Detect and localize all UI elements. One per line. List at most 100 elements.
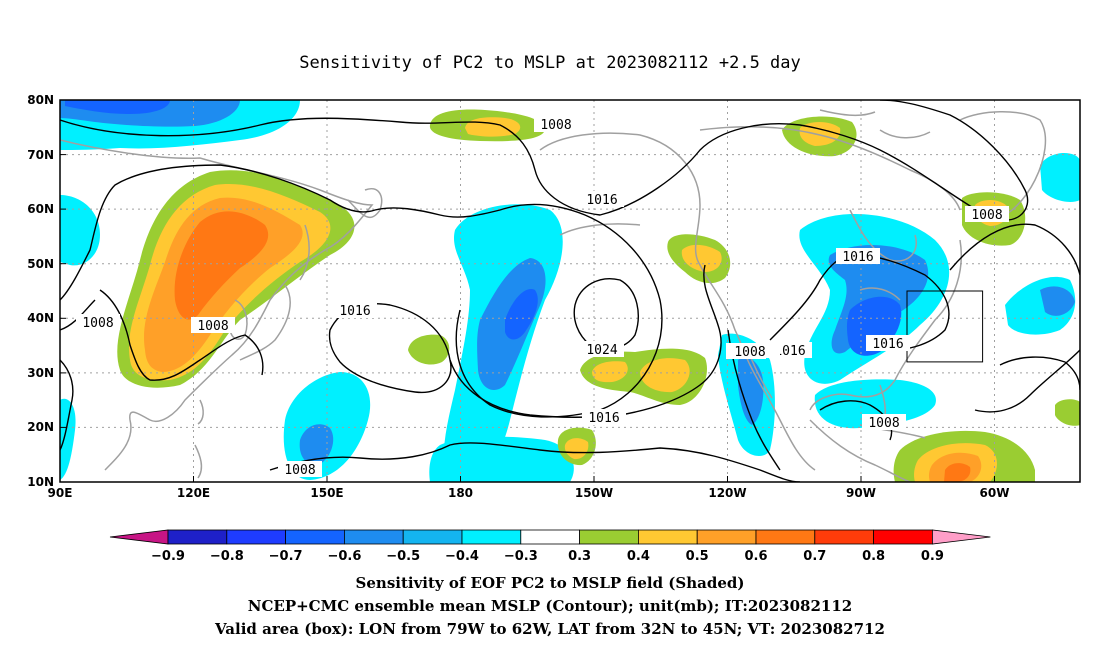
colorbar-label: −0.9 [151, 549, 185, 564]
contour-label: 1008 [197, 319, 228, 334]
contour-1016-na [769, 254, 950, 352]
shade-yellow-arctic-can [799, 122, 841, 146]
lon-label: 90W [846, 486, 876, 500]
contour-label: 1016 [872, 337, 903, 352]
lat-label: 40N [27, 311, 54, 325]
shade-yellow-subtrop2 [640, 358, 690, 393]
shade-green-eatl [1055, 399, 1080, 426]
lon-label: 120W [708, 486, 746, 500]
figure-title: Sensitivity of PC2 to MSLP at 2023082112… [299, 53, 801, 73]
contour-label: 1016 [339, 304, 370, 319]
lon-label: 120E [177, 486, 210, 500]
colorbar-segment [285, 529, 345, 545]
colorbar-label: 0.9 [921, 549, 944, 564]
colorbar: −0.9 −0.8 −0.7 −0.6 −0.5 −0.4 −0.3 0.3 0.4 0.5 0.6… [109, 529, 991, 564]
colorbar-segment [755, 529, 816, 545]
axis-ticks [60, 99, 995, 482]
contour-1016-pac [328, 303, 452, 394]
colorbar-label: −0.7 [269, 549, 303, 564]
colorbar-segment [579, 529, 639, 545]
contour-1008-atl-east [999, 356, 1080, 391]
colorbar-label: −0.3 [504, 549, 538, 564]
coast-philippines [194, 444, 203, 479]
colorbar-label: 0.5 [686, 549, 709, 564]
contour-label: 1008 [284, 463, 315, 478]
shade-blue-atl [1040, 286, 1075, 316]
latitude-labels: 80N 70N 60N 50N 40N 30N 20N 10N [27, 93, 54, 489]
shade-darkorange-caribbean [944, 463, 971, 482]
lat-label: 80N [27, 93, 54, 107]
contour-label: 1016 [842, 250, 873, 265]
lat-label: 10N [27, 475, 54, 489]
contour-label: 1016 [588, 411, 619, 426]
coast-aleutians [559, 223, 641, 236]
colorbar-segment [873, 529, 933, 545]
contour-1008-north [60, 100, 1029, 221]
colorbar-label: 0.6 [744, 549, 767, 564]
footer: Sensitivity of EOF PC2 to MSLP field (Sh… [214, 574, 885, 638]
coast-arctic-islands [819, 109, 931, 139]
shade-darkblue-arctic [65, 100, 170, 114]
colorbar-segment [226, 529, 287, 545]
colorbar-segment [696, 529, 757, 545]
contour-1008-tropic [269, 442, 801, 482]
coast-sakhalin [299, 224, 310, 281]
lon-label: 150W [575, 486, 613, 500]
colorbar-label: −0.6 [327, 549, 361, 564]
shade-yellow-subtrop [592, 361, 628, 383]
contour-label: 1016 [774, 344, 805, 359]
lat-label: 70N [27, 148, 54, 162]
lon-label: 90E [48, 486, 73, 500]
contour-label: 1008 [540, 118, 571, 133]
lon-label: 60W [980, 486, 1010, 500]
lat-label: 30N [27, 366, 54, 380]
coast-hudson [849, 209, 917, 262]
colorbar-label: 0.8 [862, 549, 885, 564]
colorbar-extend-left [109, 529, 169, 545]
shade-darkorange-asia [174, 211, 269, 320]
shade-cyan-sw [60, 398, 76, 480]
coast-greenland [959, 111, 1047, 221]
footer-line-1: Sensitivity of EOF PC2 to MSLP field (Sh… [356, 574, 745, 592]
contour-label: 1008 [734, 345, 765, 360]
contour-label: 1016 [586, 193, 617, 208]
map-panel: 1008 1016 1008 1008 1016 1016 [59, 99, 1081, 483]
shade-cyan-greenland [1040, 153, 1080, 202]
lat-label: 60N [27, 202, 54, 216]
lon-label: 180 [448, 486, 473, 500]
valid-area-box [906, 290, 984, 363]
colorbar-extend-right [932, 529, 991, 545]
shade-yellow-arctic-pac [465, 117, 521, 137]
colorbar-label: −0.4 [445, 549, 479, 564]
shading-layer [60, 100, 1080, 482]
contour-label: 1024 [586, 343, 617, 358]
colorbar-label: −0.5 [386, 549, 420, 564]
colorbar-segment [638, 529, 698, 545]
colorbar-label: −0.8 [210, 549, 244, 564]
shade-green-midpac [408, 334, 450, 365]
contour-1008-west [60, 359, 74, 451]
lat-label: 50N [27, 257, 54, 271]
contour-label: 1008 [868, 416, 899, 431]
colorbar-segment [814, 529, 874, 545]
contour-1024-pac [573, 278, 639, 350]
colorbar-label: 0.3 [568, 549, 591, 564]
shade-yellow-hawaii [564, 438, 589, 460]
shade-blue-nepac [738, 356, 764, 425]
colorbar-segment [167, 529, 228, 545]
longitude-labels: 90E 120E 150E 180 150W 120W 90W 60W [48, 486, 1010, 500]
colorbar-label: 0.7 [803, 549, 826, 564]
shade-yellow-alaska [681, 244, 722, 272]
coast-east-us [809, 239, 962, 411]
lon-label: 150E [310, 486, 343, 500]
coast-japan [239, 284, 291, 361]
colorbar-segment [461, 529, 522, 545]
map-frame [59, 99, 1081, 483]
shade-darkblue-centpac [505, 289, 538, 340]
colorbar-segment [343, 529, 404, 545]
contour-label-layer: 1008 1016 1008 1008 1016 1016 [76, 116, 1009, 478]
shade-blue-kuroshio [299, 424, 334, 466]
coast-greatlakes [859, 287, 901, 301]
contour-label: 1008 [971, 208, 1002, 223]
